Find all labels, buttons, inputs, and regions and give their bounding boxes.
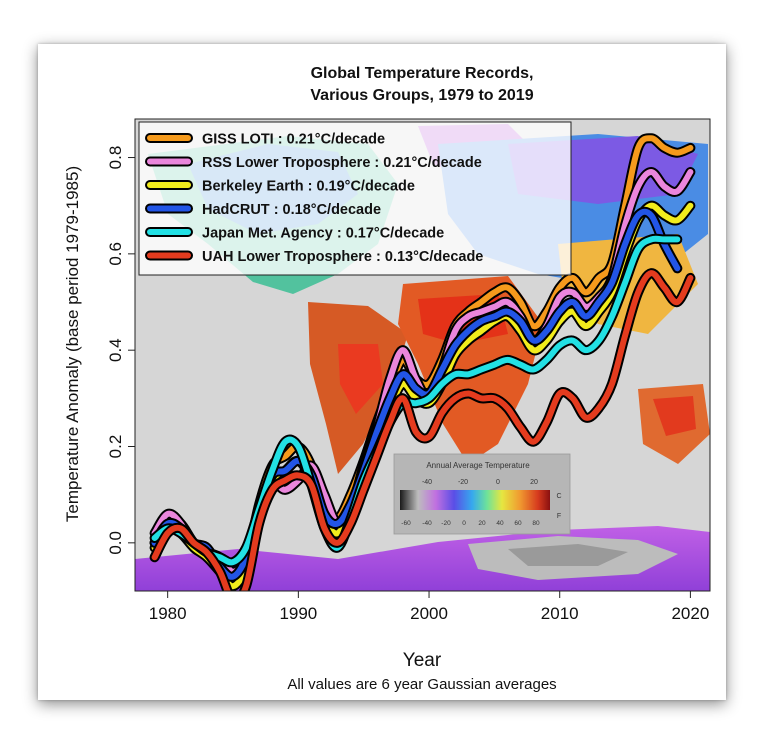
series-5: [149, 233, 683, 568]
colorbar-title: Annual Average Temperature: [426, 461, 530, 470]
legend-item-1: GISS LOTI : 0.21°C/decade: [145, 132, 385, 148]
y-tick-label: 0.2: [106, 435, 125, 459]
colorbar-c-tick-4: 20: [530, 479, 538, 486]
chart-title-line2: Various Groups, 1979 to 2019: [310, 87, 533, 104]
colorbar-f-tick-6: 40: [496, 520, 504, 527]
legend-label: Berkeley Earth : 0.19°C/decade: [202, 179, 415, 195]
x-tick-label: 2000: [410, 604, 448, 623]
series-lines: [149, 133, 696, 591]
colorbar-c-tick-2: -20: [458, 479, 468, 486]
colorbar-f-tick-2: -40: [422, 520, 432, 527]
legend: GISS LOTI : 0.21°C/decade RSS Lower Tropo…: [138, 121, 572, 276]
colorbar-f-tick-8: 80: [532, 520, 540, 527]
chart-title-line1: Global Temperature Records,: [311, 65, 534, 82]
colorbar-f-tick-7: 60: [514, 520, 522, 527]
legend-item-5: Japan Met. Agency : 0.17°C/decade: [145, 226, 444, 242]
legend-item-3: Berkeley Earth : 0.19°C/decade: [145, 179, 415, 195]
legend-item-6: UAH Lower Troposphere : 0.13°C/decade: [145, 249, 483, 265]
y-tick-label: 0.4: [106, 338, 125, 362]
footnote: All values are 6 year Gaussian averages: [287, 676, 556, 693]
legend-label: GISS LOTI : 0.21°C/decade: [202, 132, 385, 148]
legend-item-4: HadCRUT : 0.18°C/decade: [145, 202, 381, 218]
series-line: [151, 208, 681, 580]
chart-card: Global Temperature Records, Various Grou…: [38, 44, 726, 700]
legend-box: [138, 121, 572, 276]
x-tick-label: 1990: [279, 604, 317, 623]
colorbar-c-tick-3: 0: [496, 479, 500, 486]
x-tick-label: 2020: [671, 604, 709, 623]
series-6: [149, 268, 696, 591]
series-line: [151, 270, 694, 591]
x-tick-label: 2010: [541, 604, 579, 623]
colorbar-f-tick-3: -20: [441, 520, 451, 527]
colorbar-f-tick-5: 20: [478, 520, 486, 527]
temperature-chart: Global Temperature Records, Various Grou…: [63, 65, 711, 693]
temperature-colorbar-inset: Annual Average Temperature -40 -20 0 20 …: [393, 453, 571, 535]
colorbar-f-tick-1: -60: [401, 520, 411, 527]
legend-label: Japan Met. Agency : 0.17°C/decade: [202, 226, 444, 242]
y-tick-label: 0.6: [106, 242, 125, 266]
x-tick-label: 1980: [149, 604, 187, 623]
colorbar-f-tick-4: 0: [462, 520, 466, 527]
series-line: [151, 235, 681, 566]
series-4: [149, 206, 683, 582]
legend-label: HadCRUT : 0.18°C/decade: [202, 202, 381, 218]
x-axis-label: Year: [403, 650, 442, 671]
legend-label: UAH Lower Troposphere : 0.13°C/decade: [202, 249, 483, 265]
colorbar-c-tick-1: -40: [422, 479, 432, 486]
y-axis-label: Temperature Anomaly (base period 1979-19…: [63, 166, 82, 522]
y-tick-label: 0.0: [106, 531, 125, 555]
plot-frame: [134, 118, 711, 592]
legend-item-2: RSS Lower Troposphere : 0.21°C/decade: [145, 155, 482, 171]
legend-label: RSS Lower Troposphere : 0.21°C/decade: [202, 155, 482, 171]
y-tick-label: 0.8: [106, 146, 125, 170]
colorbar-f-unit: F: [557, 513, 561, 520]
colorbar-c-unit: C: [556, 493, 561, 500]
colorbar-gradient: [400, 490, 550, 510]
